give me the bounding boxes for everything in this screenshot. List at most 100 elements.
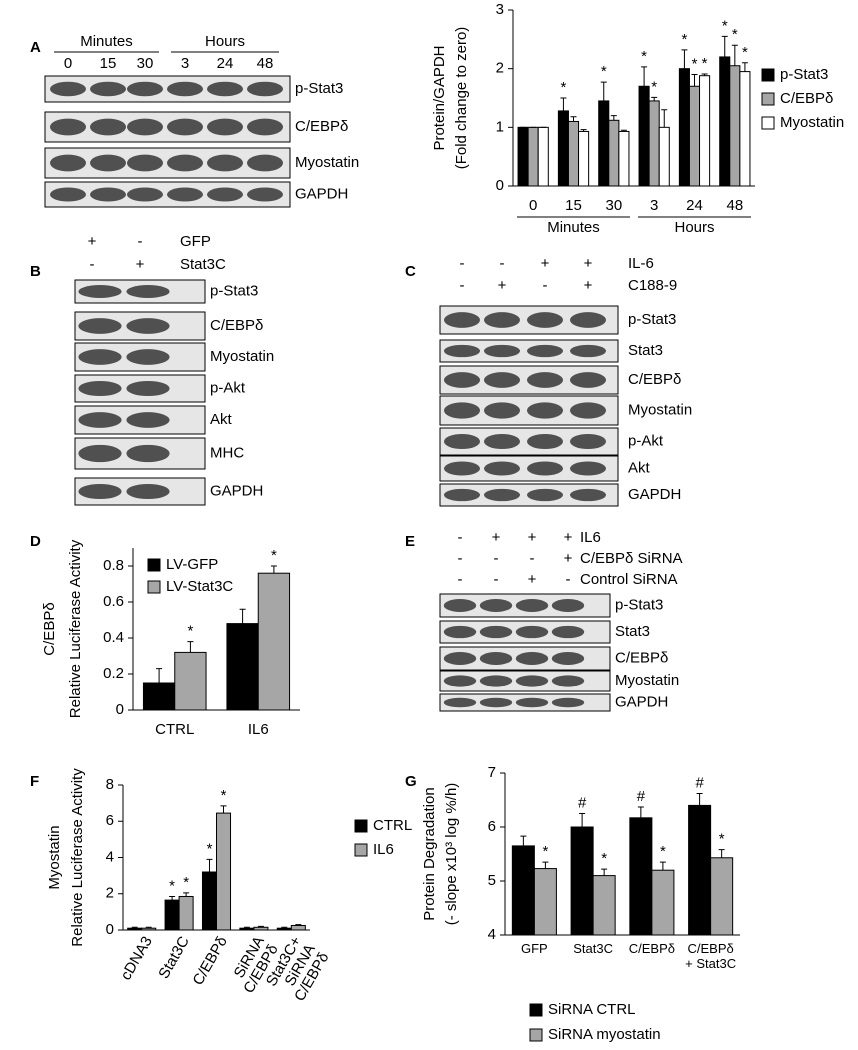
condition-sign: - xyxy=(494,550,499,567)
legend-label: LV-Stat3C xyxy=(166,578,233,595)
blot-band xyxy=(207,187,243,202)
error-bar xyxy=(651,96,658,101)
blot-band xyxy=(444,312,480,328)
blot-row-label: MHC xyxy=(210,444,244,461)
condition-sign: + xyxy=(136,256,145,273)
blot-band xyxy=(527,312,563,328)
significance-marker: * xyxy=(207,840,213,857)
bar xyxy=(638,85,650,187)
lane-label: 30 xyxy=(137,55,154,72)
error-bar xyxy=(731,44,738,66)
error-bar xyxy=(281,926,288,929)
blot-row-label: Myostatin xyxy=(210,348,274,365)
bar xyxy=(127,927,143,931)
blot-band xyxy=(247,187,283,202)
legend-label: SiRNA myostatin xyxy=(548,1026,661,1043)
x-tick-label: 15 xyxy=(565,197,582,214)
y-axis-label: Relative Luciferase Activity xyxy=(69,768,86,947)
x-tick-label: C/EBPδ + Stat3C xyxy=(685,941,737,971)
significance-marker: * xyxy=(183,874,189,891)
blot-band xyxy=(484,402,520,419)
y-axis-label: Relative Luciferase Activity xyxy=(67,539,84,718)
blot-band xyxy=(551,652,585,665)
condition-name: IL-6 xyxy=(628,255,654,272)
blot-band xyxy=(479,697,513,708)
blot-band xyxy=(515,625,549,639)
blot-band xyxy=(479,625,513,639)
y-tick-label: 7 xyxy=(488,764,496,781)
x-tick-label: Stat3C xyxy=(573,941,613,956)
blot-band xyxy=(527,461,563,476)
panel-label: B xyxy=(30,263,41,280)
y-tick-label: 0 xyxy=(496,177,504,194)
blot-band xyxy=(570,344,606,358)
lane-label: 48 xyxy=(257,55,274,72)
condition-sign: + xyxy=(492,529,501,546)
error-bar xyxy=(570,116,577,122)
blot-row-label: C/EBPδ xyxy=(295,118,348,135)
y-tick-label: 0.4 xyxy=(103,629,124,646)
panel-label: C xyxy=(405,263,416,280)
legend-swatch xyxy=(761,116,775,130)
blot-band xyxy=(527,344,563,358)
blot-band xyxy=(444,488,480,502)
significance-marker: * xyxy=(601,63,607,80)
legend-label: CTRL xyxy=(373,817,412,834)
panel-label: A xyxy=(30,39,41,56)
lane-label: 0 xyxy=(64,55,72,72)
y-tick-label: 4 xyxy=(488,926,496,943)
blot-band xyxy=(78,412,122,428)
blot-band xyxy=(247,118,283,136)
condition-name: IL6 xyxy=(580,529,601,546)
blot-band xyxy=(90,118,126,136)
blot-row-label: Myostatin xyxy=(615,672,679,689)
error-bar xyxy=(600,81,607,101)
blot-band xyxy=(126,285,170,298)
error-bar xyxy=(131,926,138,929)
blot-band xyxy=(484,433,520,450)
condition-name: GFP xyxy=(180,233,211,250)
blot-band xyxy=(570,312,606,328)
condition-sign: + xyxy=(528,571,537,588)
bar xyxy=(618,130,630,187)
blot-band xyxy=(50,81,86,97)
bar xyxy=(511,845,535,936)
blot-band xyxy=(444,372,480,388)
blot-band xyxy=(127,118,163,136)
blot-band xyxy=(78,349,122,365)
significance-marker: * xyxy=(601,850,607,867)
blot-band xyxy=(127,187,163,202)
bar xyxy=(517,126,529,187)
error-bar xyxy=(659,861,666,871)
error-bar xyxy=(610,115,617,121)
y-axis-label: C/EBPδ xyxy=(41,602,58,655)
legend-swatch xyxy=(354,843,368,857)
significance-marker: * xyxy=(560,79,566,96)
blot-band xyxy=(90,187,126,202)
blot-row-label: GAPDH xyxy=(628,486,681,503)
error-bar xyxy=(183,892,190,897)
legend-swatch xyxy=(354,819,368,833)
blot-band xyxy=(247,154,283,172)
blot-band xyxy=(551,599,585,612)
blot-band xyxy=(443,652,477,665)
blot-band xyxy=(484,372,520,388)
blot-band xyxy=(515,652,549,665)
blot-band xyxy=(167,154,203,172)
error-bar xyxy=(560,97,567,111)
blot-band xyxy=(207,118,243,136)
condition-sign: - xyxy=(458,550,463,567)
y-tick-label: 0 xyxy=(116,701,124,718)
blot-band xyxy=(207,81,243,97)
lane-label: 24 xyxy=(217,55,234,72)
blot-band xyxy=(78,444,122,463)
significance-marker: # xyxy=(695,774,704,791)
error-bar xyxy=(721,35,728,57)
blot-band xyxy=(484,461,520,476)
bar xyxy=(570,826,594,936)
x-group-label: Hours xyxy=(674,219,714,236)
condition-name: Stat3C xyxy=(180,256,226,273)
legend-label: IL6 xyxy=(373,841,394,858)
blot-band xyxy=(570,372,606,388)
